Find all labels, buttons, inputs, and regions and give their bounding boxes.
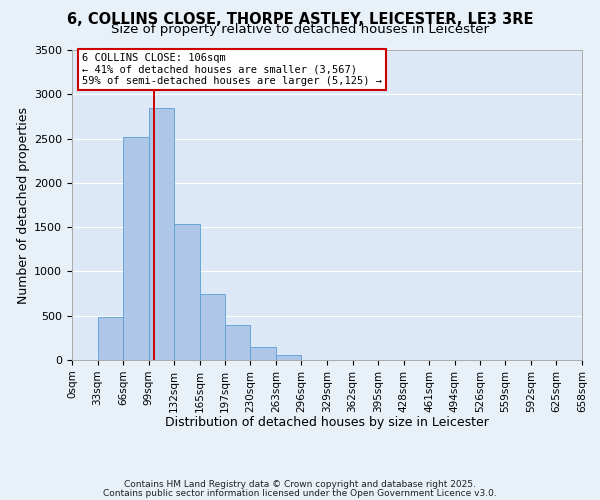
Bar: [123, 137, 149, 360]
Text: 6, COLLINS CLOSE, THORPE ASTLEY, LEICESTER, LE3 3RE: 6, COLLINS CLOSE, THORPE ASTLEY, LEICEST…: [67, 12, 533, 28]
Bar: [98, 318, 123, 360]
Bar: [276, 354, 301, 360]
Text: Contains public sector information licensed under the Open Government Licence v3: Contains public sector information licen…: [103, 488, 497, 498]
Text: Contains HM Land Registry data © Crown copyright and database right 2025.: Contains HM Land Registry data © Crown c…: [124, 480, 476, 489]
Y-axis label: Number of detached properties: Number of detached properties: [17, 106, 30, 304]
Bar: [149, 108, 175, 360]
Bar: [200, 294, 224, 360]
X-axis label: Distribution of detached houses by size in Leicester: Distribution of detached houses by size …: [165, 416, 489, 429]
Bar: [224, 326, 250, 360]
Text: 6 COLLINS CLOSE: 106sqm
← 41% of detached houses are smaller (3,567)
59% of semi: 6 COLLINS CLOSE: 106sqm ← 41% of detache…: [82, 53, 382, 86]
Bar: [250, 347, 276, 360]
Bar: [175, 224, 200, 360]
Text: Size of property relative to detached houses in Leicester: Size of property relative to detached ho…: [111, 22, 489, 36]
